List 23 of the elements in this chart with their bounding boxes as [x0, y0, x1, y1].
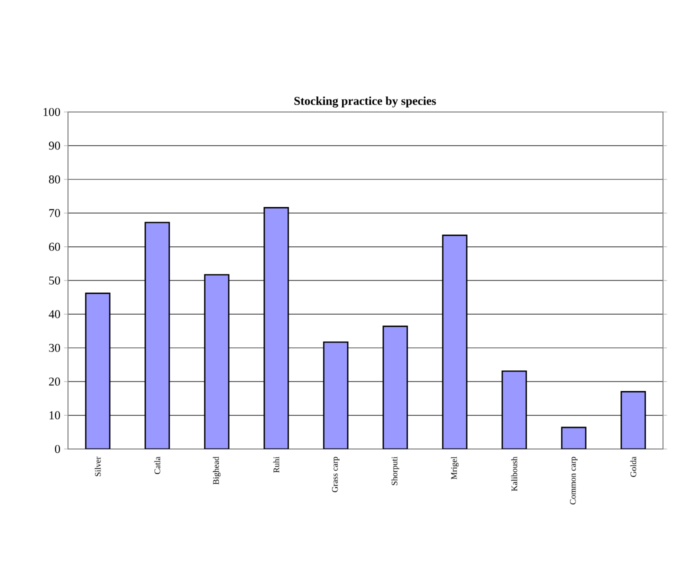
x-tick-label: Ruhi	[273, 456, 280, 473]
x-tick-label: Mrigel	[450, 456, 459, 480]
y-tick-label: 90	[48, 142, 60, 150]
x-tick-label: Golda	[630, 456, 636, 477]
x-tick-label: Common carp	[570, 456, 578, 504]
y-tick-label: 70	[49, 209, 60, 218]
x-tick-label: Shorputi	[391, 456, 400, 486]
y-tick-label: 40	[48, 310, 60, 318]
bar	[561, 426, 586, 449]
x-tick-label: Bighead	[212, 456, 221, 484]
x-tick-label: Silver	[94, 456, 101, 476]
chart-title: Stocking practice by species	[294, 96, 436, 108]
y-tick-label: 10	[50, 411, 60, 420]
y-tick-label: 50	[49, 276, 60, 285]
y-tick-label: 30	[49, 344, 60, 352]
y-tick-label: 20	[49, 378, 60, 386]
y-tick-label: 100	[44, 108, 60, 116]
y-tick-label: 0	[54, 444, 60, 454]
x-tick-label: Kaliboush	[511, 456, 518, 492]
x-tick-label: Catla	[154, 456, 160, 474]
x-tick-label: Grass carp	[332, 456, 340, 492]
y-tick-label: 60	[49, 242, 60, 251]
y-tick-label: 80	[48, 175, 60, 184]
